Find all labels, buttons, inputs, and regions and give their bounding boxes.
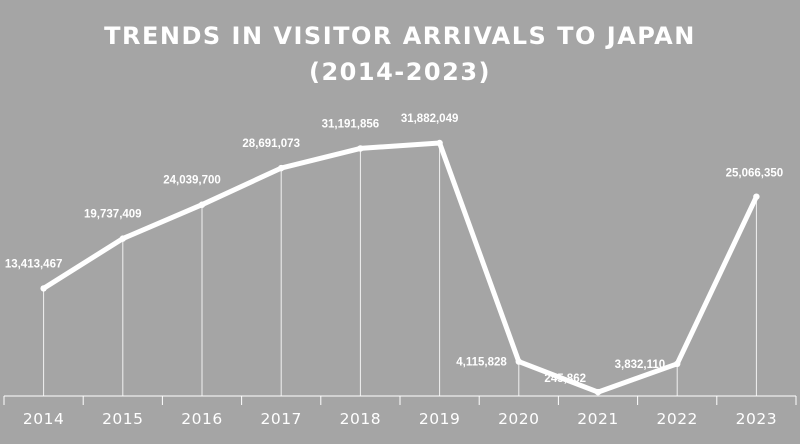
- data-point: [436, 139, 443, 147]
- data-label: 3,832,110: [615, 359, 666, 371]
- chart-title: TRENDS IN VISITOR ARRIVALS TO JAPAN: [104, 22, 696, 50]
- x-tick-label: 2017: [260, 410, 301, 428]
- data-point: [357, 145, 364, 152]
- drop-lines: [43, 143, 757, 396]
- data-label: 25,066,350: [726, 168, 784, 180]
- data-labels: 13,413,467 19,737,409 24,039,700 28,691,073…: [5, 113, 783, 385]
- data-label: 19,737,409: [84, 209, 142, 221]
- data-point: [278, 164, 285, 172]
- data-point: [515, 358, 522, 365]
- x-tick-label: 2018: [340, 410, 381, 428]
- x-axis-tick-labels: 2014 2015 2016 2017 2018 2019 2020 2021 2022 2023: [23, 410, 777, 428]
- x-tick-label: 2023: [736, 410, 777, 428]
- data-label: 245,862: [544, 373, 586, 385]
- x-tick-label: 2016: [181, 410, 222, 428]
- data-point: [40, 285, 47, 292]
- x-tick-label: 2014: [23, 410, 64, 428]
- chart-subtitle: (2014-2023): [309, 58, 491, 86]
- x-tick-label: 2015: [102, 410, 143, 428]
- data-label: 31,882,049: [401, 113, 459, 125]
- x-tick-label: 2020: [498, 410, 539, 428]
- series-line: [41, 140, 759, 395]
- x-tick-label: 2021: [577, 410, 618, 428]
- data-label: 13,413,467: [5, 258, 63, 270]
- x-tick-label: 2022: [656, 410, 697, 428]
- data-label: 24,039,700: [163, 175, 221, 187]
- data-point: [674, 360, 681, 368]
- data-point: [594, 388, 602, 396]
- data-point: [119, 235, 127, 242]
- data-label: 31,191,856: [322, 118, 380, 130]
- data-point: [753, 193, 760, 200]
- data-label: 4,115,828: [456, 357, 507, 369]
- x-axis-ticks: [3, 396, 797, 405]
- data-points: [40, 139, 760, 396]
- x-tick-label: 2019: [419, 410, 460, 428]
- data-point: [198, 201, 206, 208]
- data-label: 28,691,073: [242, 138, 300, 150]
